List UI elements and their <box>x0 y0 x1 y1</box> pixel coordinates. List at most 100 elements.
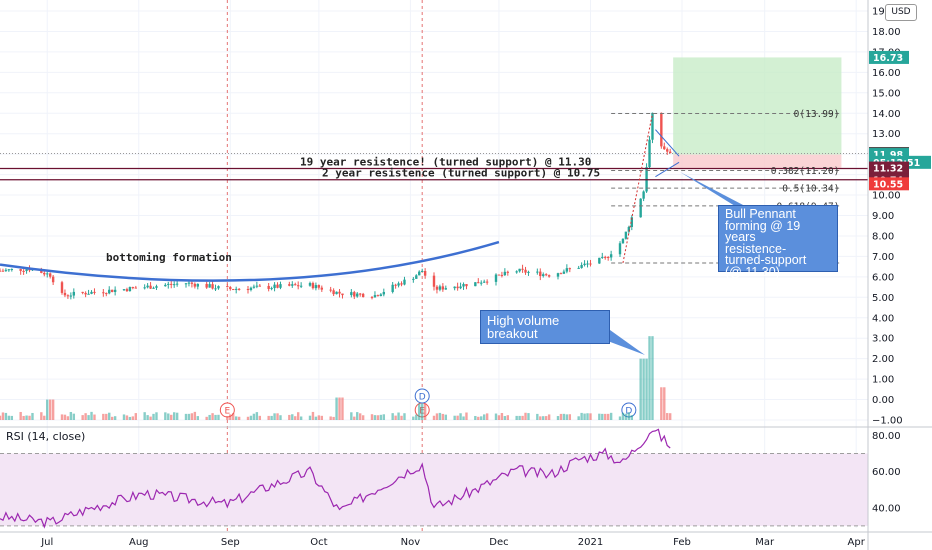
candle-body <box>155 286 158 288</box>
candle-body <box>164 284 167 287</box>
volume-bar <box>420 403 424 420</box>
candle-body <box>438 286 442 290</box>
candle-body <box>356 293 359 297</box>
candle-body <box>69 295 73 297</box>
candle-body <box>577 267 580 269</box>
volume-bar <box>341 397 344 420</box>
volume-bar <box>19 411 22 420</box>
volume-bar <box>418 403 421 420</box>
volume-bar <box>149 416 152 420</box>
volume-bar <box>539 416 542 420</box>
candle-body <box>84 292 87 295</box>
candle-body <box>542 274 545 277</box>
candle-body <box>559 273 563 275</box>
rsi-pane <box>0 428 868 529</box>
volume-bar <box>172 412 176 420</box>
candle-body <box>66 295 70 297</box>
high-volume-callout: High volume breakout <box>480 310 610 344</box>
time-tick-label: Nov <box>401 537 421 548</box>
candle-body <box>668 151 672 154</box>
volume-bar <box>208 414 211 420</box>
volume-bar <box>279 415 282 420</box>
volume-bar <box>229 414 232 420</box>
volume-bar <box>480 416 483 420</box>
candle-body <box>102 292 105 294</box>
price-tick-label: 5.00 <box>872 293 894 304</box>
volume-bar <box>668 413 672 420</box>
currency-button[interactable]: USD <box>885 4 917 21</box>
price-tag: 16.73 <box>869 50 909 64</box>
volume-bar <box>556 416 560 420</box>
candle-body <box>494 274 498 282</box>
candle-body <box>294 284 297 286</box>
volume-bar <box>255 412 259 420</box>
candle-body <box>606 256 610 258</box>
candle-body <box>604 256 607 258</box>
volume-bar <box>568 414 572 420</box>
candle-body <box>474 282 477 287</box>
candle-body <box>376 295 380 297</box>
price-tick-label: 4.00 <box>872 313 894 324</box>
volume-bar <box>397 412 400 420</box>
candle-body <box>415 275 418 279</box>
candle-body <box>412 278 415 280</box>
price-tick-label: 10.00 <box>872 191 901 202</box>
candle-body <box>361 293 365 298</box>
volume-bar <box>211 413 214 420</box>
candle-body <box>125 289 129 292</box>
volume-bar <box>276 413 279 420</box>
candle-body <box>4 269 8 271</box>
candle-body <box>539 271 542 277</box>
volume-bar <box>547 414 551 420</box>
volume-bar <box>273 413 276 420</box>
candle-body <box>547 275 551 277</box>
candle-body <box>521 268 524 270</box>
volume-bar <box>660 387 663 420</box>
candle-body <box>609 254 613 258</box>
volume-bar <box>164 412 167 420</box>
volume-bar <box>308 415 312 420</box>
candle-body <box>465 284 468 287</box>
callout-line: turned-support <box>725 253 807 267</box>
volume-bar <box>604 413 607 420</box>
time-tick-label: 2021 <box>578 537 603 548</box>
volume-bar <box>131 416 135 420</box>
callout-line: High volume <box>487 313 560 328</box>
candle-body <box>63 292 67 296</box>
candle-body <box>214 288 217 290</box>
volume-bar <box>580 412 583 420</box>
bottoming-label: bottoming formation <box>106 251 232 264</box>
volume-bar <box>379 414 383 420</box>
volume-bar <box>84 413 87 420</box>
candle-body <box>341 293 344 296</box>
candle-body <box>211 284 214 289</box>
volume-bar <box>394 415 397 420</box>
candle-body <box>196 283 200 287</box>
volume-bar <box>536 413 539 420</box>
candle-body <box>299 285 303 287</box>
candle-body <box>279 284 282 288</box>
candle-body <box>288 284 291 286</box>
price-tick-label: 18.00 <box>872 27 901 38</box>
volume-bar <box>217 414 220 420</box>
candle-body <box>524 269 527 273</box>
volume-bar <box>69 411 73 420</box>
volume-bar <box>175 412 179 420</box>
volume-bar <box>237 416 241 420</box>
candle-body <box>193 283 197 287</box>
time-tick-label: Oct <box>310 537 327 548</box>
volume-bar <box>167 413 170 420</box>
volume-bar <box>453 415 456 420</box>
callout-line: resistence- <box>725 241 787 256</box>
candle-body <box>131 287 135 289</box>
volume-bar <box>403 413 406 420</box>
volume-bar <box>258 415 262 420</box>
candle-body <box>456 286 459 289</box>
volume-bar <box>40 412 43 420</box>
price-tick-label: 14.00 <box>872 109 901 120</box>
candle-body <box>232 289 235 291</box>
candle-body <box>503 271 507 276</box>
volume-bar <box>28 415 31 420</box>
candle-body <box>113 289 117 292</box>
